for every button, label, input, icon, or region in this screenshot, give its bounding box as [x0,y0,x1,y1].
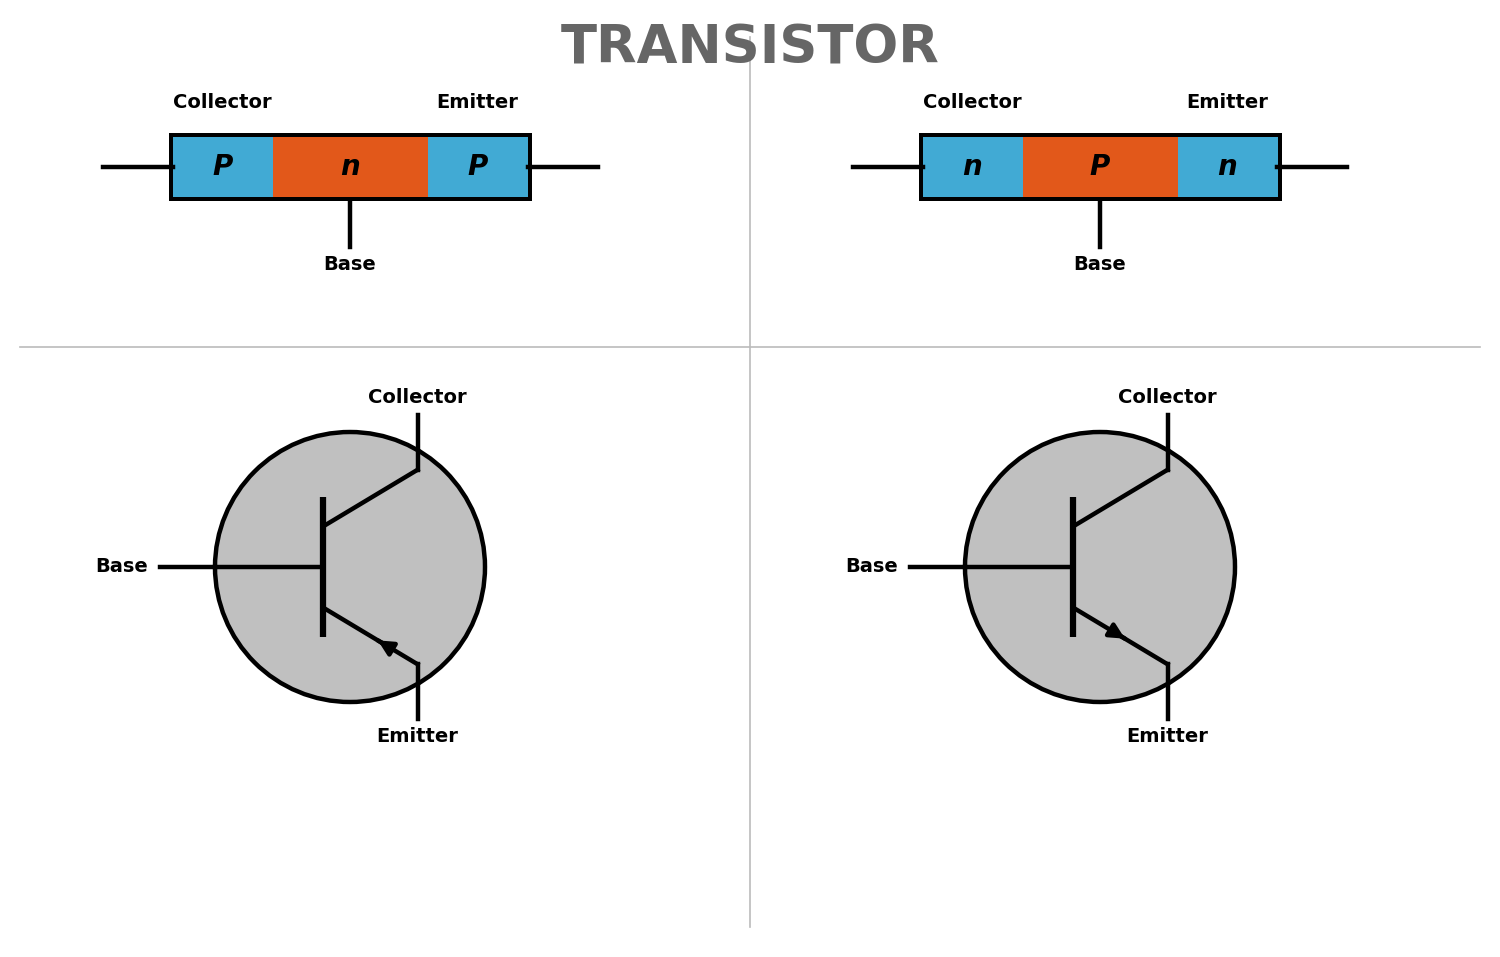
Text: Base: Base [1074,255,1126,274]
Bar [922,137,1023,197]
Circle shape [964,432,1234,702]
Text: Collector: Collector [1118,388,1216,407]
Text: Emitter: Emitter [1126,727,1209,746]
Text: Collector: Collector [922,93,1022,112]
Text: Collector: Collector [368,388,466,407]
Text: Base: Base [846,558,898,576]
Text: P: P [468,153,488,181]
Text: Base: Base [96,558,148,576]
Bar [1023,137,1178,197]
Text: Emitter: Emitter [376,727,459,746]
Bar [168,133,531,201]
Bar [172,137,273,197]
Bar [918,133,1281,201]
Bar [427,137,528,197]
Text: P: P [213,153,232,181]
Bar [1178,137,1278,197]
Bar [273,137,428,197]
Text: TRANSISTOR: TRANSISTOR [561,22,939,74]
Text: Base: Base [324,255,376,274]
Text: P: P [1090,153,1110,181]
Text: Collector: Collector [172,93,272,112]
Circle shape [214,432,484,702]
Text: Emitter: Emitter [436,93,519,112]
Text: n: n [1218,153,1237,181]
Text: Emitter: Emitter [1186,93,1269,112]
Text: n: n [340,153,360,181]
Text: n: n [963,153,982,181]
